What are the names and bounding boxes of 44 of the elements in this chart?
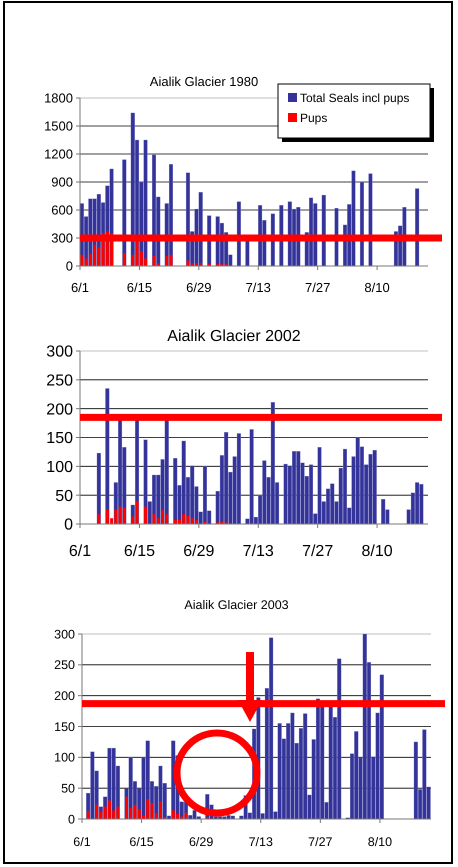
y-tick-label: 300 [46,344,74,361]
chart-title: Aialik Glacier 2003 [184,598,289,612]
x-tick-label: 7/27 [308,835,333,849]
y-tick-label: 900 [51,174,73,190]
y-tick-label: 150 [46,430,74,448]
y-tick-label: 0 [64,516,74,534]
y-tick-label: 0 [68,812,76,826]
y-tick-label: 0 [66,258,73,274]
x-tick-label: 6/15 [129,835,154,849]
y-tick-label: 100 [54,750,76,765]
y-tick-label: 1800 [44,90,73,106]
x-tick-label: 6/1 [73,835,91,849]
x-tick-label: 8/10 [362,543,393,560]
y-tick-label: 1200 [44,146,73,162]
y-tick-label: 100 [46,458,74,476]
x-tick-label: 7/13 [246,280,271,295]
x-tick-label: 8/10 [364,280,390,295]
y-tick-label: 300 [51,230,73,246]
y-tick-label: 50 [61,782,76,796]
chart-title: Aialik Glacier 1980 [150,74,258,89]
y-tick-label: 300 [54,627,76,642]
x-tick-label: 6/15 [126,280,152,295]
x-tick-label: 6/29 [183,543,214,560]
chart-title: Aialik Glacier 2002 [167,328,301,345]
y-tick-label: 200 [46,401,74,418]
legend-label: Total Seals incl pups [300,91,410,106]
y-tick-label: 250 [46,372,74,390]
y-tick-label: 1500 [44,118,73,134]
x-tick-label: 6/29 [186,280,212,295]
y-tick-label: 250 [54,658,76,672]
x-tick-label: 6/1 [68,543,92,560]
y-tick-label: 200 [54,689,76,704]
y-tick-label: 150 [54,720,76,734]
y-tick-label: 50 [55,488,74,505]
x-tick-label: 6/1 [70,280,90,295]
x-tick-label: 8/10 [368,835,392,849]
x-tick-label: 6/29 [189,835,214,849]
x-tick-label: 7/27 [305,280,330,295]
x-tick-label: 6/15 [124,543,156,560]
y-tick-label: 600 [51,202,73,218]
x-tick-label: 7/13 [248,835,273,849]
x-tick-label: 7/13 [242,543,274,560]
legend-label: Pups [300,111,328,126]
x-tick-label: 7/27 [302,543,334,560]
